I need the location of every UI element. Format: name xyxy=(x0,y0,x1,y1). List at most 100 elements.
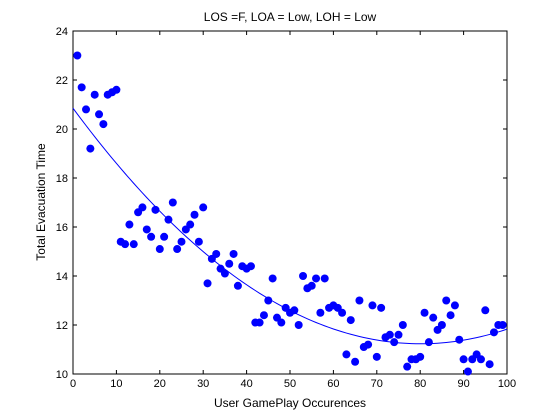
data-point xyxy=(246,262,255,271)
data-point xyxy=(316,308,325,317)
data-point xyxy=(168,198,177,207)
data-point xyxy=(173,245,182,254)
data-point xyxy=(368,301,377,310)
y-tick-label: 16 xyxy=(56,222,68,234)
x-tick-label: 70 xyxy=(371,378,383,390)
x-tick-label: 60 xyxy=(327,378,339,390)
data-point xyxy=(142,225,151,234)
data-point xyxy=(320,274,329,283)
x-tick-label: 90 xyxy=(457,378,469,390)
data-point xyxy=(212,249,221,258)
data-point xyxy=(90,90,99,99)
data-point xyxy=(377,303,386,312)
data-point xyxy=(416,352,425,361)
x-tick-label: 100 xyxy=(498,378,516,390)
x-tick-label: 10 xyxy=(110,378,122,390)
x-tick-label: 50 xyxy=(284,378,296,390)
data-point xyxy=(77,83,86,92)
data-point xyxy=(229,249,238,258)
y-axis-ticks: 10 12 14 16 18 20 22 24 xyxy=(56,26,507,381)
data-point xyxy=(255,318,264,327)
data-point xyxy=(121,240,130,249)
data-point xyxy=(481,306,490,315)
x-axis-ticks: 0 10 20 30 40 50 60 70 80 90 100 xyxy=(70,31,516,390)
data-point xyxy=(125,220,134,229)
data-point xyxy=(385,330,394,339)
y-tick-label: 18 xyxy=(56,173,68,185)
data-point xyxy=(290,306,299,315)
data-point xyxy=(364,340,373,349)
data-point xyxy=(160,232,169,241)
data-point xyxy=(164,215,173,224)
data-point xyxy=(177,237,186,246)
data-point xyxy=(429,313,438,322)
y-tick-label: 24 xyxy=(56,26,68,38)
y-tick-label: 14 xyxy=(56,271,68,283)
x-tick-label: 80 xyxy=(414,378,426,390)
x-tick-label: 20 xyxy=(154,378,166,390)
data-point xyxy=(485,360,494,369)
data-point xyxy=(203,279,212,288)
data-point xyxy=(194,237,203,246)
data-point xyxy=(463,367,472,376)
x-tick-label: 30 xyxy=(197,378,209,390)
y-tick-label: 22 xyxy=(56,75,68,87)
y-tick-label: 20 xyxy=(56,124,68,136)
data-point xyxy=(459,355,468,364)
data-point xyxy=(233,281,242,290)
data-point xyxy=(476,355,485,364)
x-tick-label: 40 xyxy=(240,378,252,390)
x-tick-label: 0 xyxy=(70,378,76,390)
data-point xyxy=(446,311,455,320)
data-point xyxy=(268,274,277,283)
data-point xyxy=(307,281,316,290)
data-point xyxy=(498,321,507,329)
data-point xyxy=(390,338,399,347)
y-axis-label: Total Evacuation Time xyxy=(34,143,48,261)
data-point xyxy=(129,240,138,249)
data-point xyxy=(225,259,234,268)
data-point xyxy=(199,203,208,212)
data-point xyxy=(403,362,412,371)
data-point xyxy=(73,51,82,60)
y-tick-label: 10 xyxy=(56,369,68,381)
data-point xyxy=(338,308,347,317)
data-point xyxy=(398,321,407,329)
data-point xyxy=(112,85,121,94)
x-axis-label: User GamePlay Occurences xyxy=(214,396,366,410)
data-point xyxy=(437,321,446,329)
data-point xyxy=(312,274,321,283)
data-point xyxy=(186,220,195,229)
data-point xyxy=(351,357,360,366)
data-point xyxy=(138,203,147,212)
data-point xyxy=(155,245,164,254)
data-point xyxy=(424,338,433,347)
data-point xyxy=(394,330,403,339)
data-point xyxy=(450,301,459,310)
data-point xyxy=(420,308,429,317)
data-point xyxy=(220,269,229,278)
data-point xyxy=(151,205,160,214)
data-point xyxy=(95,110,104,119)
data-point xyxy=(190,210,199,219)
data-point xyxy=(277,318,286,327)
data-point xyxy=(86,144,95,153)
data-point xyxy=(259,311,268,320)
data-point xyxy=(355,296,364,305)
data-points xyxy=(73,51,507,376)
data-point xyxy=(455,335,464,344)
data-point xyxy=(294,321,303,329)
chart-title: LOS =F, LOA = Low, LOH = Low xyxy=(204,10,377,24)
data-point xyxy=(442,296,451,305)
data-point xyxy=(346,316,355,325)
data-point xyxy=(82,105,91,114)
data-point xyxy=(342,350,351,359)
y-tick-label: 12 xyxy=(56,320,68,332)
data-point xyxy=(372,352,381,361)
data-point xyxy=(264,296,273,305)
data-point xyxy=(99,120,108,129)
data-point xyxy=(147,232,156,241)
data-point xyxy=(489,328,498,337)
data-point xyxy=(299,272,308,280)
